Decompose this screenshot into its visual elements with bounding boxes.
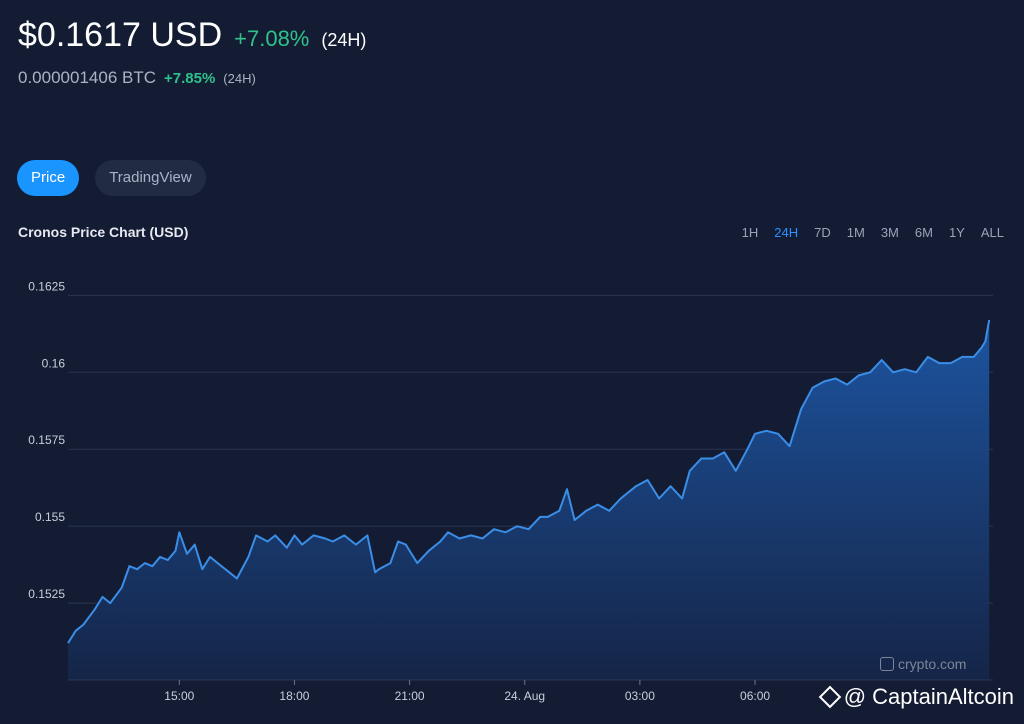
y-tick-label-0: 0.1525	[28, 587, 65, 601]
tab-tradingview[interactable]: TradingView	[95, 160, 206, 196]
range-24h[interactable]: 24H	[774, 225, 799, 240]
btc-change: +7.85%	[164, 70, 216, 87]
range-1h[interactable]: 1H	[741, 225, 759, 240]
y-tick-label-1: 0.155	[35, 510, 65, 524]
btc-price: 0.000001406 BTC	[18, 68, 156, 87]
range-1m[interactable]: 1M	[846, 225, 865, 240]
x-tick-label-1: 18:00	[279, 689, 309, 703]
chart-type-tabs: Price TradingView	[17, 160, 206, 196]
credit-text: @ CaptainAltcoin	[843, 684, 1014, 709]
x-tick-label-4: 03:00	[625, 689, 655, 703]
crypto-com-logo-icon	[880, 657, 894, 671]
range-6m[interactable]: 6M	[914, 225, 933, 240]
y-tick-label-3: 0.16	[42, 356, 66, 370]
x-tick-label-0: 15:00	[164, 689, 194, 703]
price-line	[67, 319, 991, 644]
range-7d[interactable]: 7D	[814, 225, 831, 240]
usd-period: (24H)	[321, 30, 367, 50]
btc-period: (24H)	[223, 71, 256, 86]
y-tick-label-2: 0.1575	[28, 433, 65, 447]
x-tick-label-3: 24. Aug	[504, 689, 545, 703]
price-area-fill	[68, 320, 990, 680]
y-tick-label-4: 0.1625	[28, 279, 65, 293]
range-1y[interactable]: 1Y	[948, 225, 965, 240]
tab-price[interactable]: Price	[17, 160, 80, 196]
creator-credit: @ CaptainAltcoin	[818, 684, 1014, 710]
crypto-com-watermark: crypto.com	[880, 656, 966, 672]
range-3m[interactable]: 3M	[880, 225, 899, 240]
btc-header: 0.000001406 BTC +7.85% (24H)	[18, 68, 256, 88]
time-range-selector: 1H 24H 7D 1M 3M 6M 1Y ALL	[742, 225, 1004, 240]
price-header: $0.1617 USD +7.08% (24H)	[18, 16, 366, 55]
watermark-text: crypto.com	[898, 656, 967, 672]
chart-title: Cronos Price Chart (USD)	[18, 224, 189, 240]
usd-price: $0.1617 USD	[18, 16, 223, 54]
x-tick-label-5: 06:00	[740, 689, 770, 703]
x-tick-label-2: 21:00	[395, 689, 425, 703]
range-all[interactable]: ALL	[980, 225, 1004, 240]
usd-change: +7.08%	[234, 26, 310, 51]
binance-diamond-icon	[818, 685, 842, 709]
price-chart[interactable]: 0.1525 0.155 0.1575 0.16 0.1625 15:00 18:00 21:…	[0, 260, 1024, 710]
